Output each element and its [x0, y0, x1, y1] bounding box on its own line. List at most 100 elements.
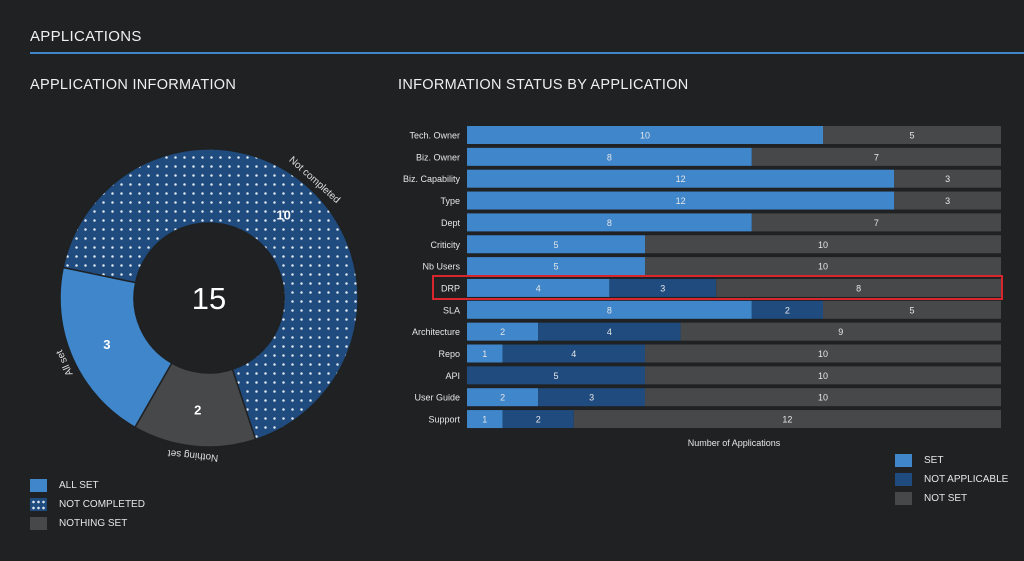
bar-value-user-guide-set: 2	[500, 393, 505, 403]
bar-value-type-not-set: 3	[945, 196, 950, 206]
bar-biz-owner-not-set	[751, 147, 1001, 166]
bar-value-drp-not-applicable: 3	[660, 283, 665, 293]
donut-center-total: 15	[192, 281, 226, 316]
bar-value-nb-users-not-set: 10	[818, 262, 828, 272]
bar-support-set	[467, 410, 503, 429]
bar-dept-set	[467, 213, 752, 232]
bar-tech-owner-set	[467, 126, 823, 144]
bar-biz-capability-set	[467, 169, 895, 188]
bar-value-user-guide-not-applicable: 3	[589, 393, 594, 403]
bar-repo-set	[467, 344, 503, 363]
bar-value-api-not-applicable: 5	[553, 371, 558, 381]
bar-value-biz-capability-set: 12	[676, 174, 686, 184]
legend-item-nothing-set: NOTHING SET	[30, 514, 145, 533]
bar-nb-users-set	[467, 257, 645, 276]
donut-slice-all-set	[59, 266, 173, 429]
bar-repo-not-set	[645, 344, 1001, 363]
bar-dept-not-set	[751, 213, 1001, 232]
donut-value-not-completed: 10	[276, 207, 290, 222]
legend-item-all-set: ALL SET	[30, 476, 145, 495]
legend-swatch-all-set	[30, 479, 47, 492]
bar-biz-owner-set	[467, 147, 752, 166]
bar-value-biz-capability-not-set: 3	[945, 174, 950, 184]
bar-category-label-user-guide: User Guide	[414, 393, 460, 403]
bar-value-architecture-set: 2	[500, 327, 505, 337]
bar-category-label-type: Type	[440, 196, 460, 206]
bar-sla-not-set	[823, 300, 1001, 319]
bar-architecture-not-set	[680, 322, 1001, 341]
bar-value-architecture-not-set: 9	[838, 327, 843, 337]
bar-value-sla-set: 8	[607, 305, 612, 315]
bar-value-criticity-set: 5	[553, 240, 558, 250]
bar-category-label-api: API	[445, 371, 460, 381]
legend-swatch-not-set	[895, 492, 912, 505]
bar-criticity-set	[467, 235, 645, 254]
bar-criticity-not-set	[645, 235, 1001, 254]
donut-legend: ALL SET NOT COMPLETED NOTHING SET	[30, 476, 145, 533]
bar-value-repo-set: 1	[482, 349, 487, 359]
bar-value-repo-not-applicable: 4	[571, 349, 576, 359]
legend-label-nothing-set: NOTHING SET	[59, 518, 128, 529]
bar-x-axis-label: Number of Applications	[688, 438, 781, 448]
bar-category-label-drp: DRP	[441, 283, 460, 293]
bar-category-label-tech-owner: Tech. Owner	[409, 131, 460, 141]
legend-item-not-applicable: NOT APPLICABLE	[895, 470, 1008, 489]
bar-category-label-architecture: Architecture	[412, 327, 460, 337]
bar-category-label-dept: Dept	[441, 218, 461, 228]
legend-item-set: SET	[895, 451, 1008, 470]
bar-tech-owner-not-set	[823, 126, 1001, 144]
bar-repo-not-applicable	[502, 344, 645, 363]
bar-type-not-set	[894, 191, 1001, 210]
bar-nb-users-not-set	[645, 257, 1001, 276]
bar-value-sla-not-set: 5	[909, 305, 914, 315]
bar-value-drp-not-set: 8	[856, 283, 861, 293]
bar-category-label-sla: SLA	[443, 305, 460, 315]
bar-value-support-not-set: 12	[782, 415, 792, 425]
information-status-title: INFORMATION STATUS BY APPLICATION	[398, 77, 689, 93]
bar-value-support-set: 1	[482, 415, 487, 425]
header-divider	[30, 52, 1024, 54]
bar-architecture-set	[467, 322, 539, 341]
bar-api-not-applicable	[467, 366, 645, 385]
bar-category-label-repo: Repo	[438, 349, 460, 359]
legend-label-not-completed: NOT COMPLETED	[59, 499, 145, 510]
bar-drp-set	[467, 278, 610, 297]
donut-outer-label-nothing-set: Nothing set	[167, 447, 219, 463]
bar-legend: SET NOT APPLICABLE NOT SET	[895, 451, 1008, 508]
bar-user-guide-set	[467, 388, 539, 407]
bar-category-label-biz-owner: Biz. Owner	[416, 152, 460, 162]
donut-value-nothing-set: 2	[194, 402, 201, 417]
bar-drp-not-set	[716, 278, 1001, 297]
legend-label-not-applicable: NOT APPLICABLE	[924, 474, 1009, 485]
bar-user-guide-not-applicable	[538, 388, 645, 407]
legend-item-not-set: NOT SET	[895, 489, 1008, 508]
legend-swatch-nothing-set	[30, 517, 47, 530]
bar-category-label-biz-capability: Biz. Capability	[403, 174, 461, 184]
bar-biz-capability-not-set	[894, 169, 1001, 188]
donut-slice-not-completed	[62, 148, 359, 441]
bar-architecture-not-applicable	[538, 322, 681, 341]
legend-swatch-not-completed	[30, 498, 47, 511]
bar-api-not-set	[645, 366, 1001, 385]
bar-sla-set	[467, 300, 752, 319]
donut-value-all-set: 3	[103, 337, 110, 352]
bar-sla-not-applicable	[751, 300, 823, 319]
bar-value-criticity-not-set: 10	[818, 240, 828, 250]
legend-label-not-set: NOT SET	[924, 493, 968, 504]
bar-value-dept-set: 8	[607, 218, 612, 228]
page-header-title: APPLICATIONS	[30, 28, 142, 45]
legend-swatch-set	[895, 454, 912, 467]
bar-value-tech-owner-not-set: 5	[909, 131, 914, 141]
bar-value-biz-owner-not-set: 7	[874, 152, 879, 162]
bar-value-biz-owner-set: 8	[607, 152, 612, 162]
application-information-title: APPLICATION INFORMATION	[30, 77, 237, 93]
bar-value-support-not-applicable: 2	[536, 415, 541, 425]
bar-user-guide-not-set	[645, 388, 1001, 407]
bar-type-set	[467, 191, 895, 210]
bar-value-sla-not-applicable: 2	[785, 305, 790, 315]
legend-label-all-set: ALL SET	[59, 480, 99, 491]
legend-item-not-completed: NOT COMPLETED	[30, 495, 145, 514]
bar-category-label-support: Support	[428, 415, 460, 425]
bar-value-dept-not-set: 7	[874, 218, 879, 228]
